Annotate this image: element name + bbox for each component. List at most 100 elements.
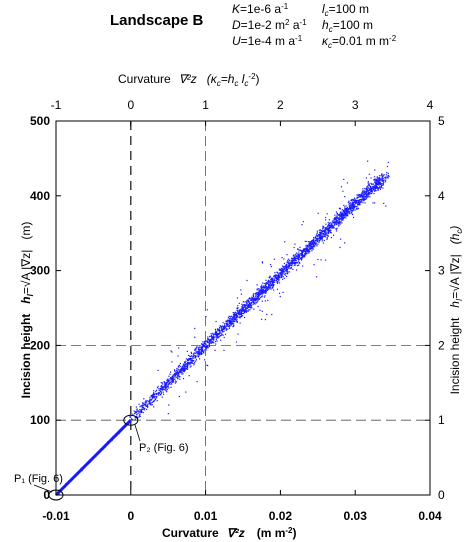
cloud-point	[129, 421, 131, 423]
cloud-point	[173, 374, 175, 376]
cloud-point	[328, 225, 330, 227]
cloud-point	[265, 288, 267, 290]
cloud-point	[386, 176, 388, 178]
cloud-point	[188, 361, 190, 363]
cloud-point	[374, 182, 377, 184]
cloud-point	[214, 337, 216, 339]
cloud-point	[142, 404, 145, 407]
right-axis-title: Incision heighthI=√A |∇z|(hc)	[448, 226, 464, 395]
cloud-point	[223, 336, 225, 339]
cloud-point	[268, 284, 270, 286]
cloud-point	[182, 365, 184, 367]
cloud-point	[260, 296, 262, 299]
cloud-point	[213, 339, 215, 341]
cloud-point	[304, 248, 306, 251]
cloud-point	[233, 322, 235, 324]
cloud-point	[364, 195, 366, 198]
cloud-point	[255, 293, 257, 295]
cloud-point	[319, 229, 321, 231]
cloud-point	[298, 264, 300, 266]
cloud-point	[175, 373, 177, 375]
cloud-point	[145, 401, 148, 403]
cloud-point	[141, 405, 143, 407]
cloud-point	[109, 439, 111, 441]
cloud-point	[195, 356, 197, 358]
cloud-point	[204, 346, 207, 348]
cloud-point	[373, 189, 375, 191]
cloud-point	[345, 211, 347, 213]
cloud-point	[320, 233, 322, 235]
cloud-point	[357, 203, 359, 205]
cloud-point	[248, 301, 250, 303]
cloud-point	[385, 174, 387, 176]
cloud-point	[233, 316, 236, 318]
cloud-point	[206, 364, 208, 366]
cloud-point	[291, 263, 294, 265]
cloud-point	[266, 288, 268, 290]
cloud-point	[215, 333, 218, 335]
cloud-point	[221, 329, 223, 331]
cloud-point	[322, 226, 324, 228]
cloud-point	[387, 175, 389, 177]
cloud-point	[229, 322, 231, 324]
cloud-point	[271, 313, 273, 316]
cloud-point	[118, 431, 120, 433]
cloud-point	[216, 332, 218, 335]
cloud-point	[134, 417, 136, 419]
cloud-point	[333, 219, 335, 221]
cloud-point	[184, 364, 186, 366]
cloud-point	[230, 324, 232, 326]
cloud-point	[235, 341, 238, 343]
cloud-point	[360, 201, 362, 204]
cloud-point	[224, 324, 226, 326]
cloud-point	[151, 398, 153, 400]
cloud-point	[260, 293, 262, 295]
cloud-point	[337, 222, 339, 224]
cloud-point	[335, 223, 337, 225]
cloud-point	[109, 441, 111, 443]
cloud-point	[249, 299, 252, 301]
cloud-point	[180, 365, 182, 368]
cloud-point	[358, 196, 360, 198]
cloud-point	[311, 247, 313, 249]
cloud-point	[65, 483, 67, 485]
cloud-point	[226, 323, 228, 325]
cloud-point	[381, 180, 383, 182]
cloud-point	[263, 286, 266, 288]
cloud-point	[376, 180, 378, 182]
cloud-point	[382, 180, 384, 183]
cloud-point	[251, 298, 253, 300]
cloud-point	[367, 184, 369, 187]
cloud-point	[96, 453, 98, 455]
cloud-point	[240, 308, 243, 310]
cloud-point	[305, 252, 307, 254]
cloud-point	[370, 191, 372, 193]
cloud-point	[253, 293, 255, 295]
cloud-point	[341, 209, 343, 211]
cloud-point	[276, 275, 278, 277]
cloud-point	[265, 282, 267, 285]
cloud-point	[293, 261, 296, 263]
cloud-point	[329, 227, 331, 229]
cloud-point	[312, 239, 315, 241]
cloud-point	[179, 370, 182, 373]
cloud-point	[95, 454, 97, 456]
cloud-point	[316, 239, 318, 241]
cloud-point	[111, 438, 113, 440]
cloud-point	[157, 369, 159, 372]
cloud-point	[225, 325, 227, 328]
cloud-point	[88, 459, 90, 462]
cloud-point	[331, 227, 333, 229]
cloud-point	[269, 275, 271, 277]
cloud-point	[164, 384, 166, 386]
cloud-point	[331, 226, 333, 228]
cloud-point	[107, 443, 109, 445]
cloud-point	[235, 312, 237, 314]
cloud-point	[314, 236, 317, 238]
cloud-point	[240, 312, 242, 314]
cloud-point	[210, 340, 212, 342]
cloud-point	[322, 242, 325, 244]
cloud-point	[286, 270, 288, 272]
cloud-point	[270, 279, 272, 281]
cloud-point	[316, 245, 318, 247]
